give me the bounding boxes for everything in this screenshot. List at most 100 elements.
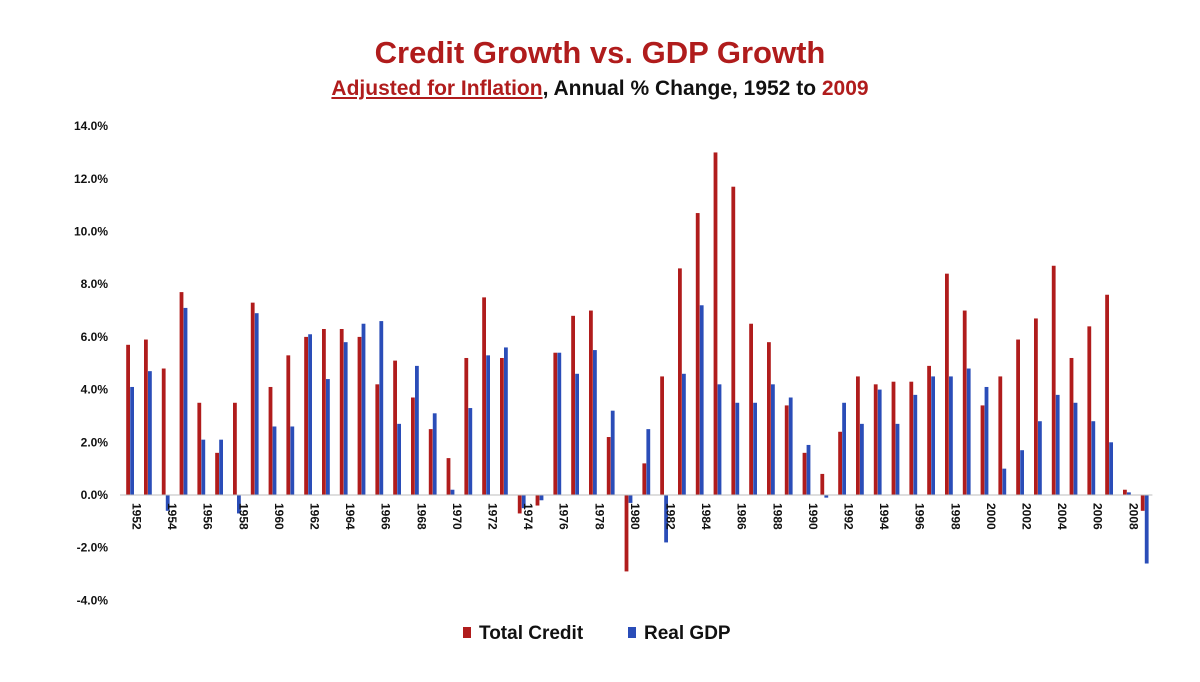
gdp-bar — [984, 386, 989, 495]
x-tick-label: 2006 — [1091, 503, 1105, 530]
gdp-bar — [806, 444, 811, 495]
credit-bar — [197, 402, 202, 495]
credit-bar — [660, 376, 664, 495]
x-tick-label: 1962 — [308, 503, 322, 530]
gdp-bar — [450, 489, 455, 495]
credit-bar — [535, 495, 540, 506]
x-axis: 1952 1954 1956 1958 1960 1962 1964 1966 1968 1970… — [120, 494, 1153, 530]
gdp-bar — [1020, 450, 1024, 495]
gdp-bar — [165, 495, 170, 511]
credit-bar — [161, 368, 166, 495]
credit-bar — [767, 342, 771, 495]
credit-bar — [695, 213, 700, 495]
credit-bar — [1034, 318, 1038, 495]
gdp-bar — [593, 350, 597, 495]
credit-bar — [1140, 495, 1145, 511]
x-tick-label: 1974 — [521, 503, 535, 530]
legend-swatch — [463, 627, 471, 638]
credit-bar — [339, 328, 344, 495]
y-tick-label: -2.0% — [77, 541, 109, 555]
gdp-bar — [895, 423, 900, 495]
y-tick-label: 2.0% — [81, 435, 109, 449]
gdp-bar — [1038, 421, 1042, 495]
subtitle-middle: , Annual % Change, 1952 to — [542, 77, 822, 100]
x-tick-label: 1994 — [877, 503, 891, 530]
x-tick-label: 1980 — [628, 503, 642, 530]
credit-bar — [393, 360, 397, 495]
legend-label: Total Credit — [479, 623, 584, 644]
gdp-bar — [201, 439, 206, 495]
gdp-bar — [1144, 495, 1149, 564]
gdp-bar — [254, 313, 259, 495]
y-tick-label: 6.0% — [81, 330, 109, 344]
chart-subtitle: Adjusted for Inflation, Annual % Change,… — [0, 74, 1200, 104]
x-tick-label: 1968 — [414, 503, 428, 530]
bars-group — [126, 152, 1149, 572]
chart-title: Credit Growth vs. GDP Growth — [374, 35, 826, 70]
x-tick-label: 1964 — [343, 503, 357, 530]
credit-bar — [909, 381, 914, 495]
gdp-bar — [664, 495, 668, 543]
gdp-bar — [717, 384, 722, 495]
credit-bar — [179, 292, 184, 495]
gdp-bar — [966, 368, 971, 495]
credit-bar — [144, 339, 148, 495]
gdp-bar — [628, 495, 633, 503]
x-tick-label: 2004 — [1055, 503, 1069, 530]
y-tick-label: 12.0% — [74, 172, 108, 186]
gdp-bar — [771, 384, 775, 495]
credit-bar — [517, 495, 522, 514]
gdp-bar — [682, 373, 686, 495]
x-tick-label: 2002 — [1020, 503, 1034, 530]
credit-bar — [945, 273, 949, 495]
x-tick-label: 1992 — [842, 503, 856, 530]
credit-bar — [500, 357, 504, 495]
gdp-bar — [290, 426, 295, 495]
x-tick-label: 1976 — [557, 503, 571, 530]
gdp-bar — [1055, 394, 1060, 495]
gdp-bar — [272, 426, 277, 495]
x-tick-label: 2008 — [1126, 503, 1140, 530]
x-tick-label: 1982 — [664, 503, 678, 530]
gdp-bar — [949, 376, 953, 495]
x-tick-label: 1986 — [735, 503, 749, 530]
credit-bar — [624, 495, 629, 572]
gdp-bar — [397, 423, 401, 495]
x-tick-label: 1970 — [450, 503, 464, 530]
x-tick-label: 1972 — [486, 503, 500, 530]
gdp-bar — [842, 402, 846, 495]
gdp-bar — [877, 389, 882, 495]
credit-bar — [980, 405, 985, 495]
gdp-bar — [183, 307, 188, 495]
x-tick-label: 1956 — [201, 503, 215, 530]
gdp-bar — [610, 410, 615, 495]
legend: Total Credit Real GDP — [463, 623, 731, 644]
y-tick-label: 0.0% — [81, 488, 109, 502]
gdp-bar — [788, 397, 793, 495]
credit-bar — [856, 376, 860, 495]
x-tick-label: 1998 — [948, 503, 962, 530]
x-tick-label: 1984 — [699, 503, 713, 530]
gdp-bar — [1109, 442, 1113, 495]
credit-bar — [482, 297, 486, 495]
gdp-bar — [219, 439, 223, 495]
y-axis: 14.0% 12.0% 10.0% 8.0% 6.0% 4.0% 2.0% 0.0% -2.0%… — [74, 119, 108, 607]
x-tick-label: 1954 — [165, 503, 179, 530]
credit-bar — [1105, 294, 1109, 495]
credit-bar — [998, 376, 1003, 495]
credit-bar — [891, 381, 896, 495]
credit-bar — [678, 268, 682, 495]
x-tick-label: 1990 — [806, 503, 820, 530]
credit-bar — [589, 310, 593, 495]
credit-bar — [215, 452, 219, 495]
gdp-bar — [735, 402, 740, 495]
gdp-bar — [913, 394, 918, 495]
legend-swatch — [628, 627, 636, 638]
credit-bar — [642, 463, 647, 495]
gdp-bar — [931, 376, 935, 495]
credit-bar — [731, 186, 736, 495]
credit-bar — [286, 355, 291, 495]
gdp-bar — [468, 408, 473, 495]
x-tick-label: 1988 — [770, 503, 784, 530]
gdp-bar — [130, 386, 134, 495]
